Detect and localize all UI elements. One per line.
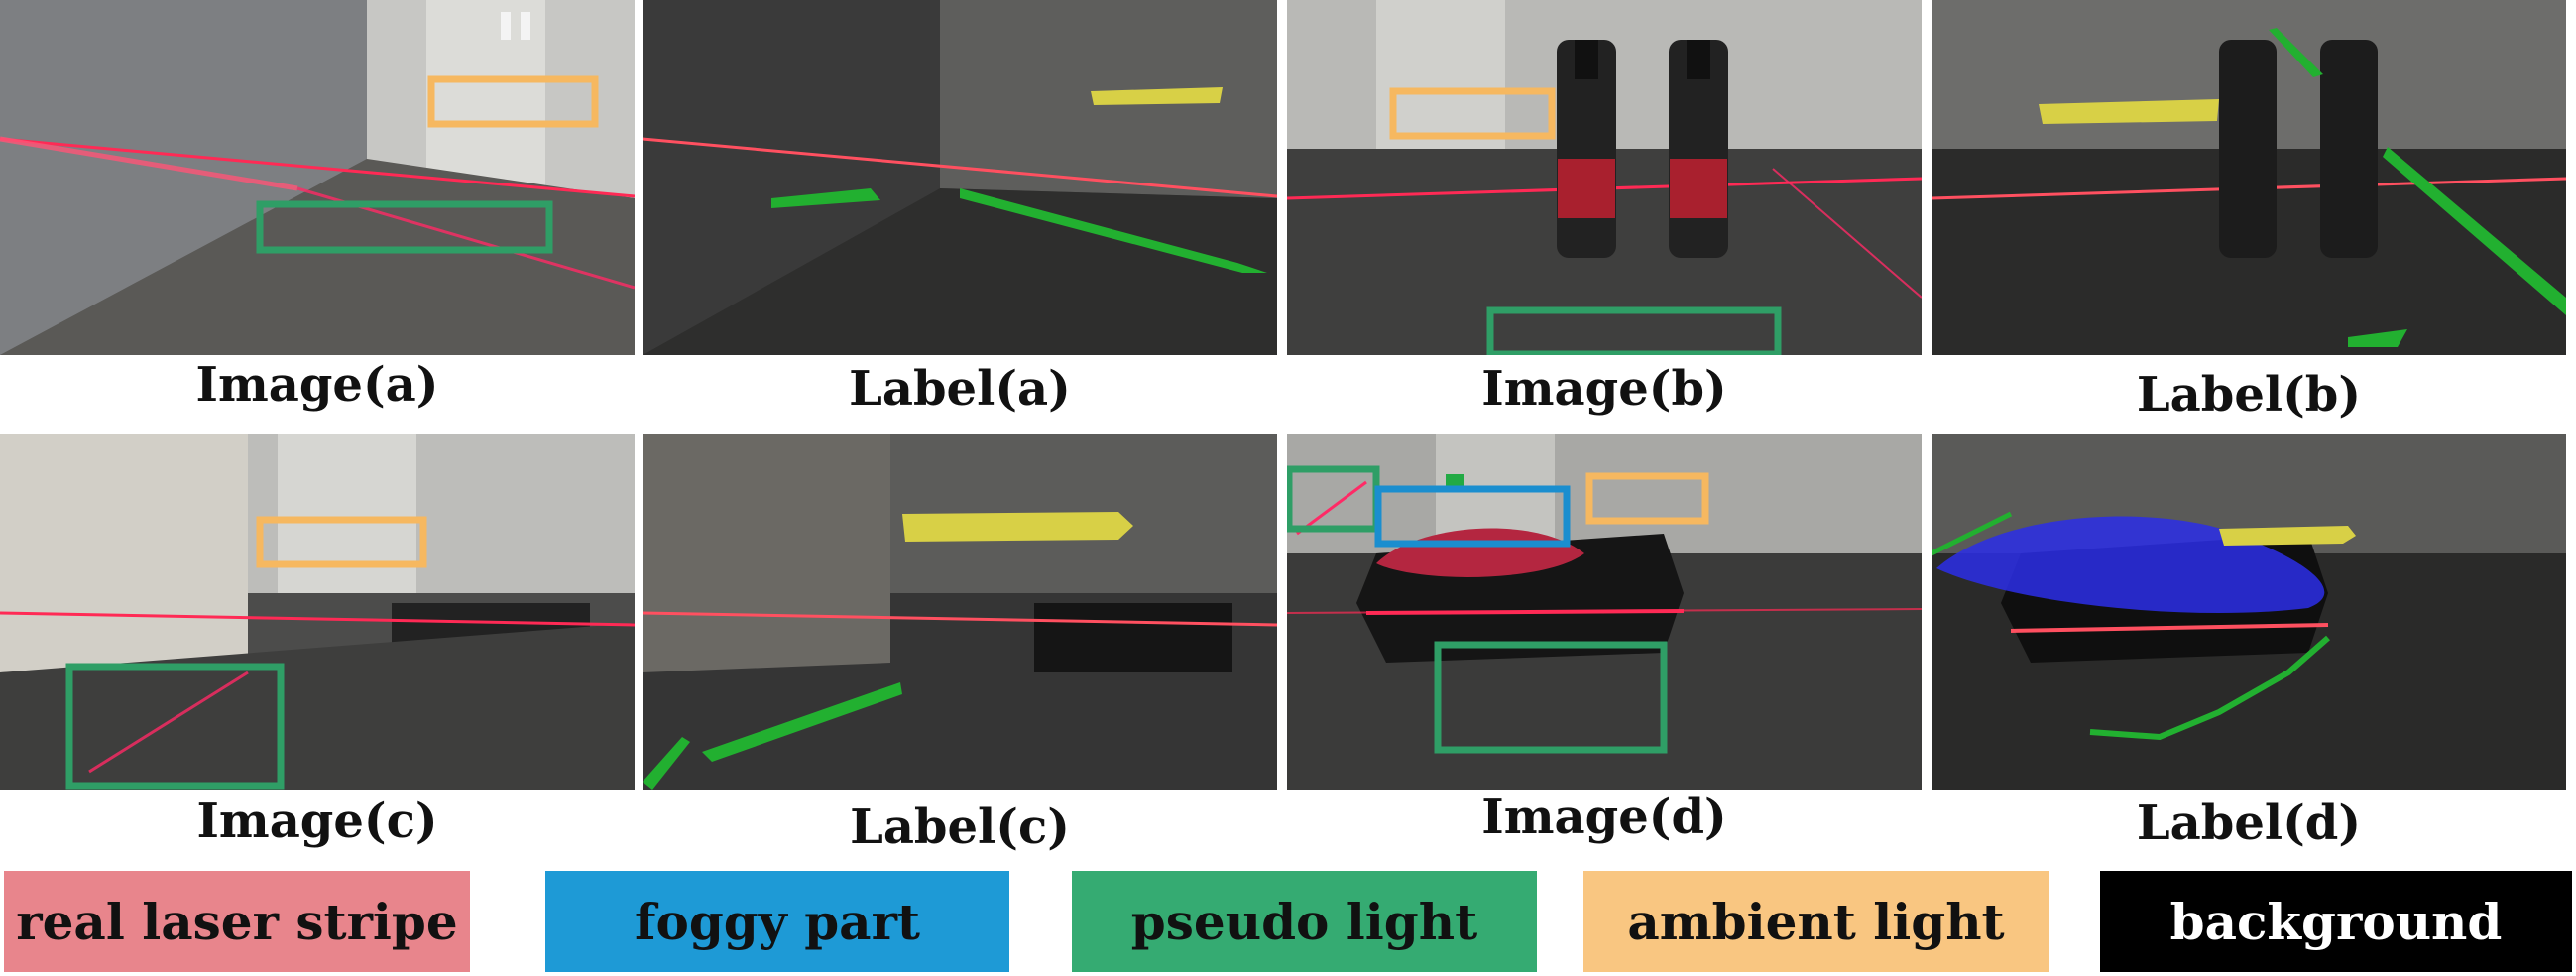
ambient-light-box <box>1389 87 1556 140</box>
caption-label-b: Label(b) <box>2136 367 2362 423</box>
pseudo-light-mask-1 <box>702 682 902 762</box>
caption-label-d: Label(d) <box>2136 795 2362 851</box>
caption-label-a: Label(a) <box>849 361 1071 417</box>
ambient-light-box <box>256 516 427 568</box>
pseudo-light-mask-2 <box>643 737 690 790</box>
pseudo-light-mask-1 <box>771 188 880 208</box>
pseudo-light-mask-2 <box>960 188 1267 273</box>
legend-pseudo-light: pseudo light <box>1072 871 1537 972</box>
pseudo-light-mask-1 <box>1932 511 2013 556</box>
image-d-photo <box>1287 434 1922 790</box>
caption-image-c: Image(c) <box>196 793 438 849</box>
pseudo-light-mask-2 <box>2089 635 2330 741</box>
pseudo-light-mask-3 <box>2348 329 2407 347</box>
ambient-light-box <box>1585 472 1709 525</box>
ambient-light-mask <box>902 512 1133 542</box>
legend-background: background <box>2100 871 2572 972</box>
caption-image-a: Image(a) <box>195 357 439 413</box>
label-b-mask <box>1932 0 2566 355</box>
legend-label: pseudo light <box>1130 892 1478 951</box>
image-c-photo <box>0 434 635 790</box>
caption-label-c: Label(c) <box>850 799 1070 855</box>
legend-label: real laser stripe <box>16 892 458 951</box>
pseudo-light-mask-2 <box>2383 147 2566 315</box>
ambient-light-mask <box>1091 87 1223 105</box>
pseudo-light-box <box>65 663 285 790</box>
legend-ambient-light: ambient light <box>1583 871 2049 972</box>
legend-label: ambient light <box>1627 892 2005 951</box>
ambient-light-box <box>427 75 599 128</box>
legend-label: background <box>2169 892 2503 951</box>
label-c-mask <box>643 434 1277 790</box>
image-b-photo <box>1287 0 1922 355</box>
label-a-mask <box>643 0 1277 355</box>
ambient-light-mask <box>2039 99 2219 124</box>
pseudo-light-box <box>256 200 553 254</box>
caption-image-d: Image(d) <box>1481 790 1727 845</box>
ambient-light-mask <box>2219 526 2356 546</box>
box <box>0 434 248 672</box>
foggy-part-box <box>1374 485 1571 548</box>
image-a-photo <box>0 0 635 355</box>
pseudo-light-mask-1 <box>2269 28 2323 77</box>
label-d-mask <box>1932 434 2566 790</box>
legend-real-laser-stripe: real laser stripe <box>4 871 470 972</box>
pseudo-light-box-2 <box>1434 641 1668 754</box>
pseudo-light-box <box>1486 306 1782 355</box>
legend-foggy-part: foggy part <box>545 871 1009 972</box>
caption-image-b: Image(b) <box>1481 361 1727 417</box>
legend-label: foggy part <box>634 892 921 951</box>
